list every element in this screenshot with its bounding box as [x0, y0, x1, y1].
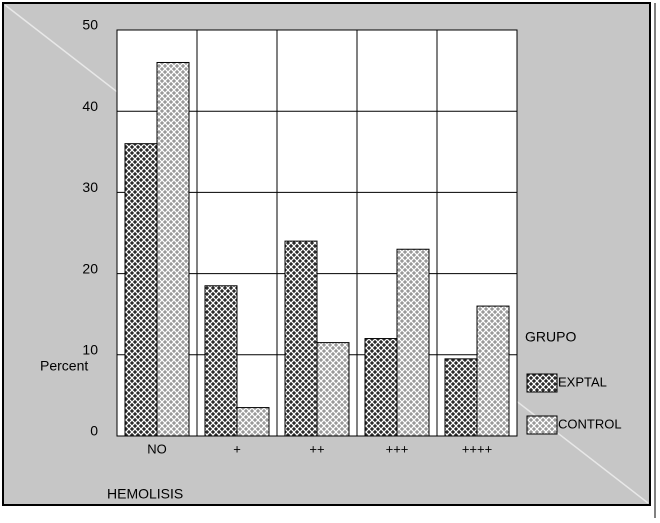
bar: [444, 358, 478, 437]
bar: [236, 407, 270, 437]
bar: [124, 143, 158, 437]
x-tick-label: ++: [309, 441, 324, 456]
x-tick-label: NO: [147, 441, 167, 456]
bar: [156, 61, 190, 437]
x-tick-label: +: [233, 441, 241, 456]
legend-title: GRUPO: [525, 329, 576, 345]
legend-swatch: [526, 373, 558, 393]
y-tick-label: 50: [82, 17, 98, 33]
x-tick-label: +++: [386, 441, 409, 456]
y-tick-label: 0: [90, 423, 98, 439]
y-axis-label: Percent: [40, 358, 88, 374]
y-tick-label: 20: [82, 260, 98, 276]
y-tick-label: 40: [82, 98, 98, 114]
legend-label: CONTROL: [558, 416, 622, 431]
bar: [284, 240, 318, 437]
bar: [476, 305, 510, 437]
legend-label: EXPTAL: [558, 374, 607, 389]
y-tick-label: 10: [82, 342, 98, 358]
bar: [396, 248, 430, 437]
y-tick-label: 30: [82, 179, 98, 195]
bar: [204, 285, 238, 437]
bar: [316, 342, 350, 437]
bar: [364, 338, 398, 437]
x-tick-label: ++++: [462, 441, 492, 456]
legend-swatch: [526, 415, 558, 435]
x-axis-label: HEMOLISIS: [107, 486, 183, 502]
